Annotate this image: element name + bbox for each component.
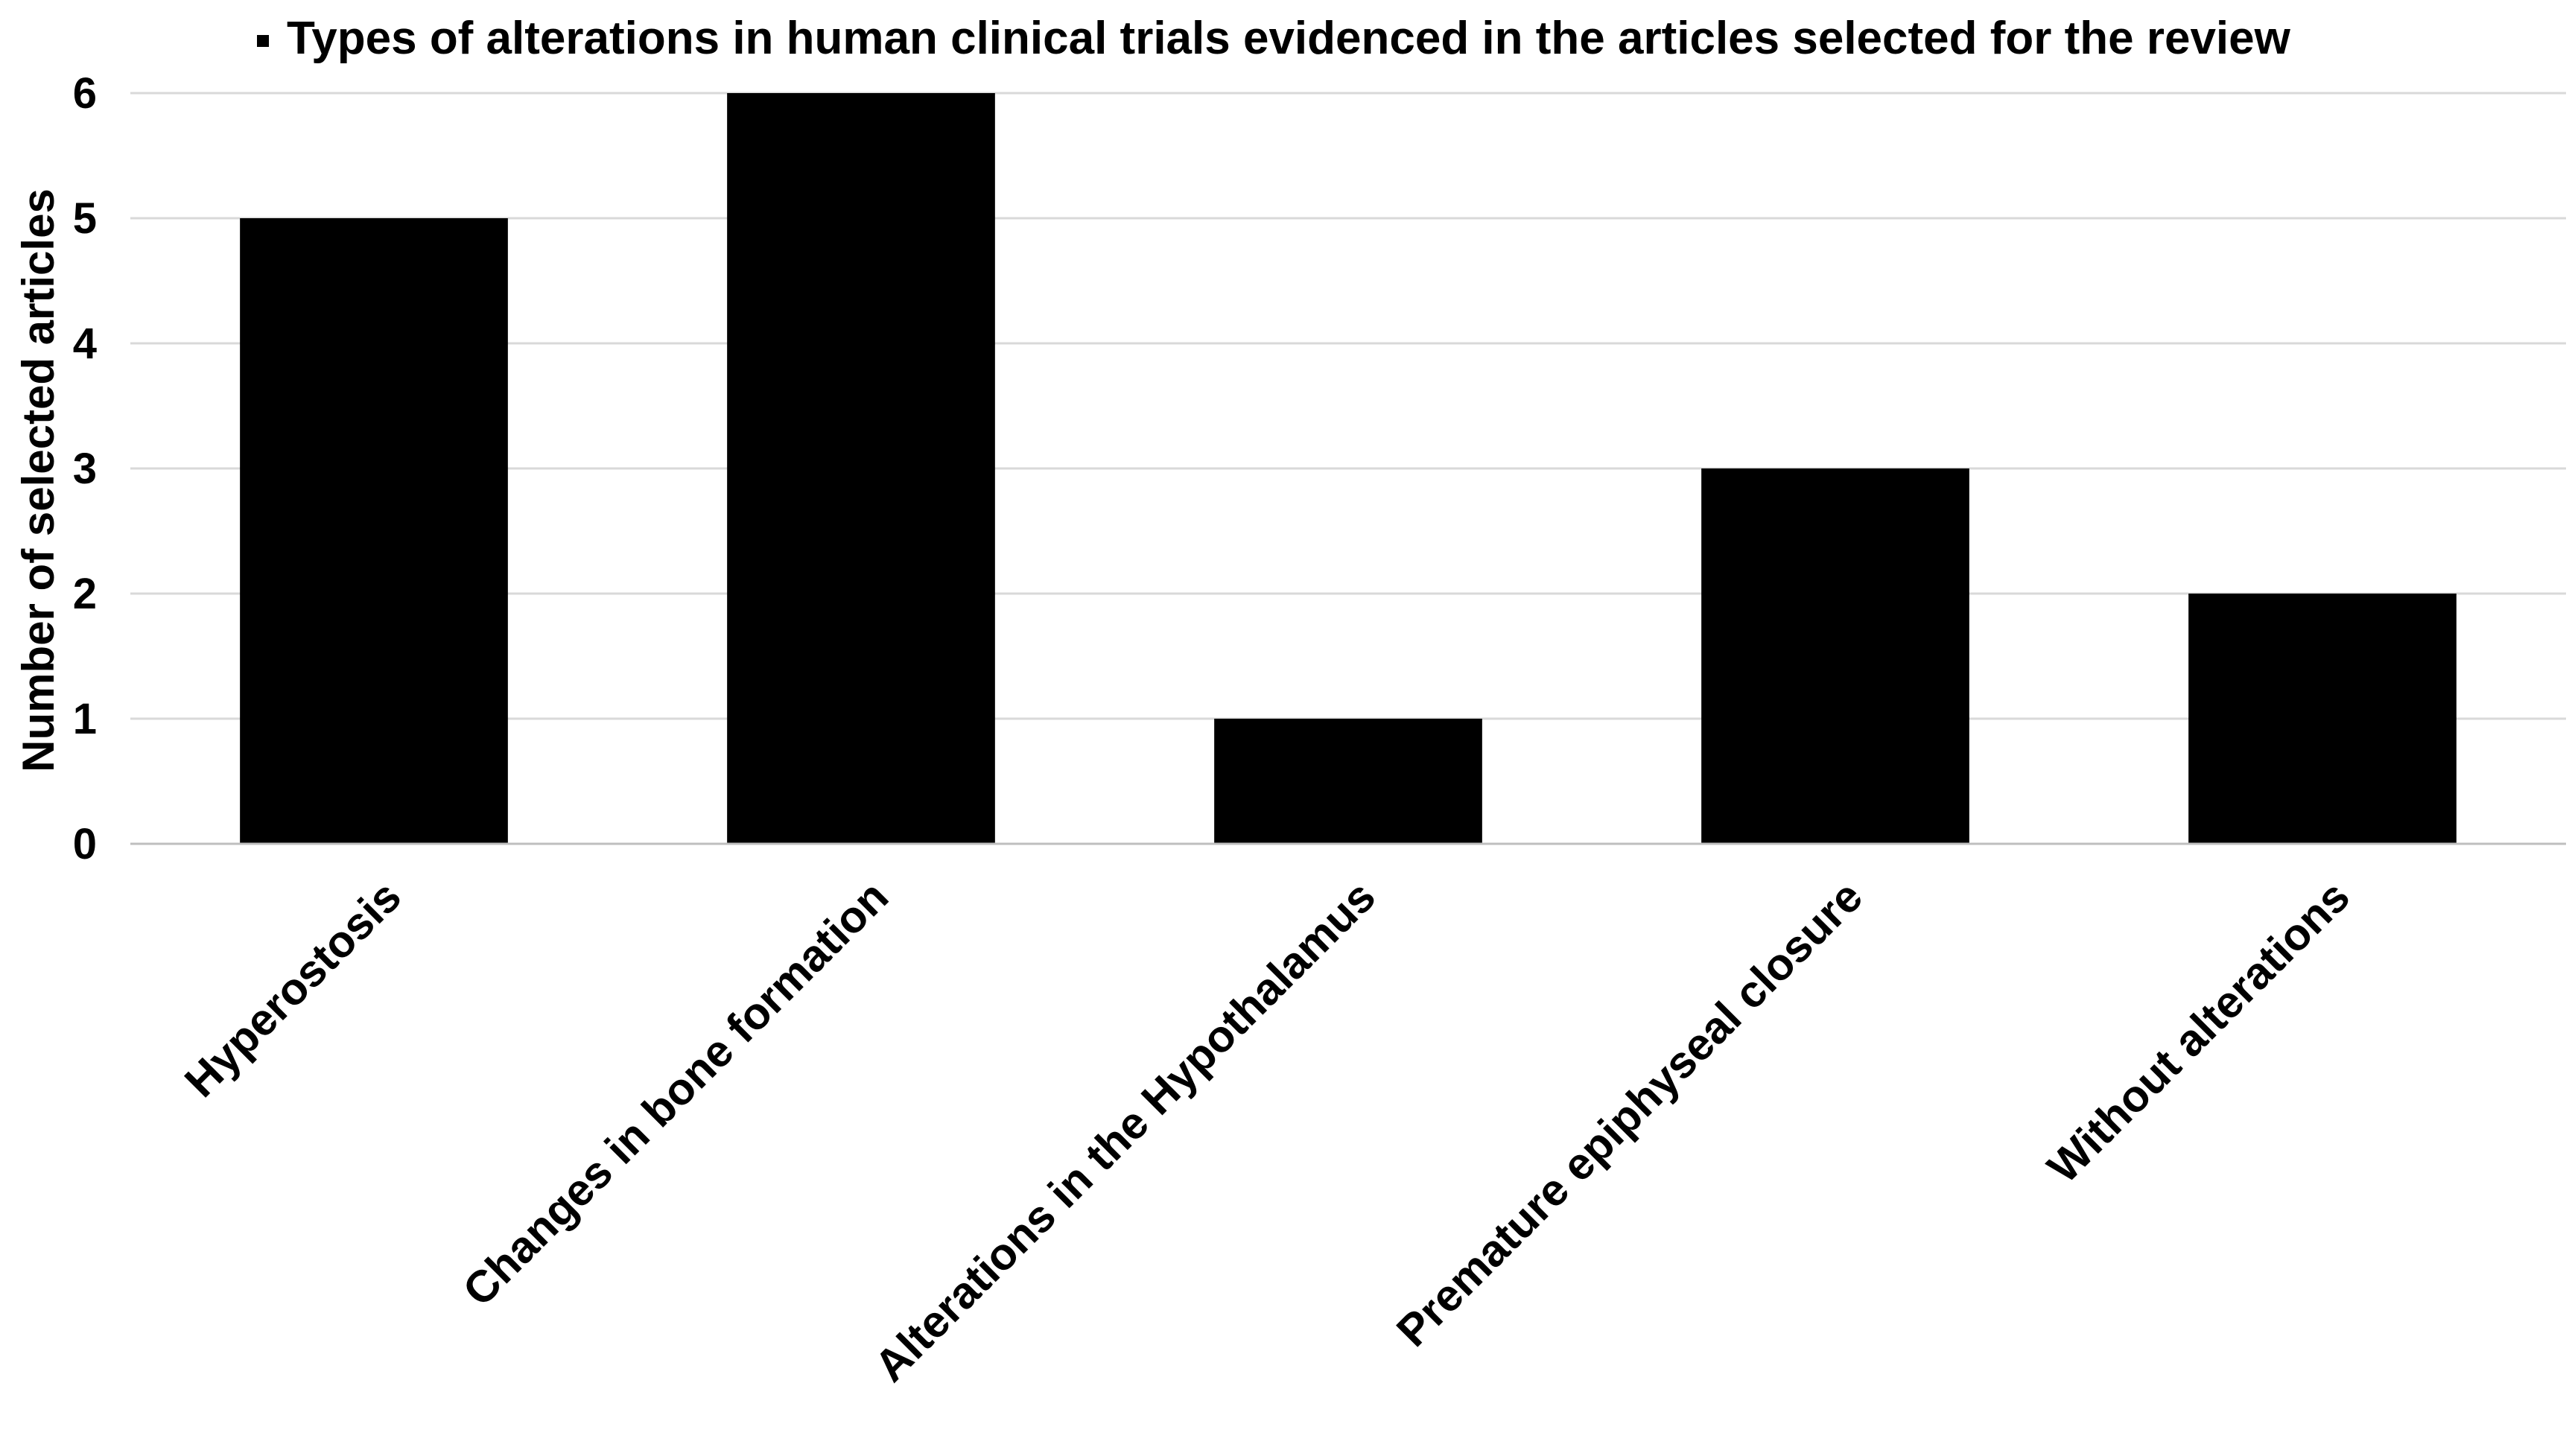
gridlines <box>130 92 2566 720</box>
bar <box>240 218 508 844</box>
x-tick-label: Without alterations <box>2038 871 2359 1192</box>
bars <box>240 93 2457 844</box>
x-tick-label: Changes in bone formation <box>454 871 898 1316</box>
y-tick-label: 0 <box>73 820 97 868</box>
y-tick-label: 1 <box>73 695 97 743</box>
x-tick-label: Premature epiphyseal closure <box>1387 871 1872 1356</box>
bar <box>1214 719 1482 844</box>
bar <box>2188 594 2457 844</box>
y-tick-label: 3 <box>73 445 97 493</box>
y-tick-label: 5 <box>73 194 97 243</box>
bar <box>1701 468 1969 844</box>
x-tick-labels: Hyperostosis Changes in bone formationAlt… <box>175 871 2359 1391</box>
x-tick-label: Hyperostosis <box>175 871 410 1107</box>
legend-marker <box>257 35 269 47</box>
bar <box>727 93 995 844</box>
y-tick-label: 4 <box>73 320 97 368</box>
y-tick-label: 6 <box>73 69 97 118</box>
chart-title: Types of alterations in human clinical t… <box>287 13 2291 64</box>
y-tick-label: 2 <box>73 570 97 618</box>
y-axis-label: Number of selected articles <box>13 188 63 772</box>
x-tick-label: Alterations in the Hypothalamus <box>865 871 1385 1391</box>
y-tick-labels: 0 1 2 3 4 5 6 <box>73 69 97 868</box>
chart-legend: Types of alterations in human clinical t… <box>257 13 2291 64</box>
